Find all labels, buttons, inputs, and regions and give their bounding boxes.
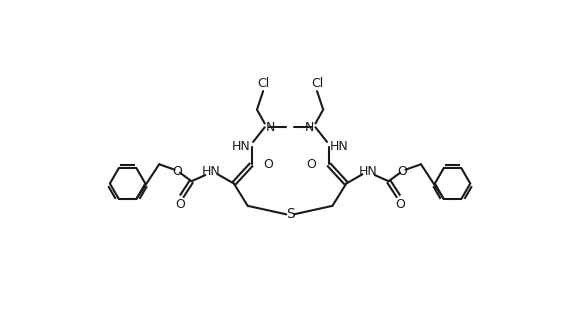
Text: N: N: [266, 121, 276, 134]
Text: Cl: Cl: [257, 77, 269, 90]
Text: HN: HN: [330, 140, 349, 153]
Text: HN: HN: [202, 165, 221, 178]
Text: S: S: [286, 207, 294, 221]
Text: O: O: [395, 198, 405, 211]
Text: O: O: [175, 198, 185, 211]
Text: N: N: [305, 121, 314, 134]
Text: O: O: [264, 158, 273, 171]
Text: O: O: [173, 165, 183, 178]
Text: O: O: [397, 165, 408, 178]
Text: HN: HN: [231, 140, 250, 153]
Text: Cl: Cl: [311, 77, 323, 90]
Text: HN: HN: [359, 165, 378, 178]
Text: O: O: [307, 158, 316, 171]
